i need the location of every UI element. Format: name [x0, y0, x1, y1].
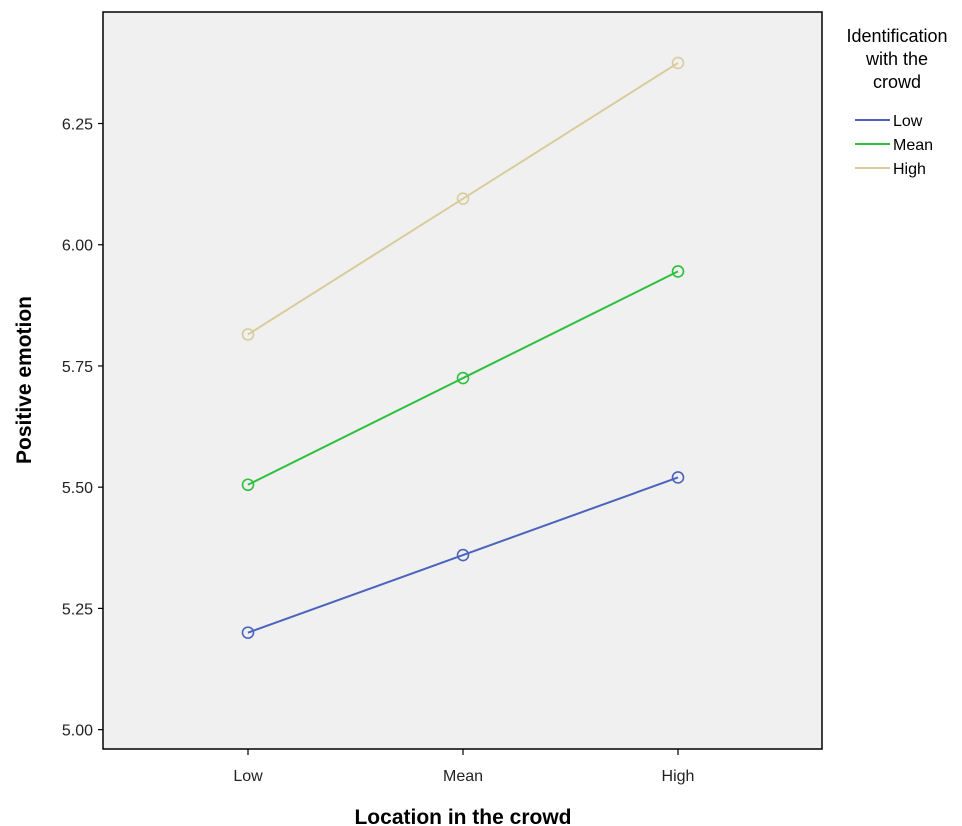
legend-title-line-2: with the — [865, 49, 928, 69]
x-tick-label: Low — [233, 768, 263, 785]
legend: Identification with the crowd Low Mean Hig… — [846, 26, 947, 178]
data-point-high — [456, 192, 470, 205]
y-tick-label: 5.25 — [62, 601, 93, 618]
data-point-high — [671, 56, 685, 70]
legend-label-low: Low — [893, 113, 923, 130]
series-line-mean — [247, 270, 679, 486]
legend-label-high: High — [893, 161, 926, 178]
data-point-mean — [671, 265, 685, 278]
x-tick-label: Mean — [443, 768, 483, 785]
y-tick-label: 5.75 — [62, 359, 93, 376]
series-line-high — [247, 62, 679, 336]
y-tick-label: 5.00 — [62, 723, 93, 740]
data-point-high — [241, 328, 255, 341]
x-axis: Low Mean High — [233, 749, 694, 785]
legend-title-line-3: crowd — [873, 72, 921, 92]
data-point-mean — [456, 371, 470, 385]
series-layer — [241, 56, 685, 639]
x-tick-label: High — [662, 768, 695, 785]
data-point-mean — [241, 478, 255, 492]
data-point-low — [671, 471, 685, 484]
y-tick-label: 6.25 — [62, 117, 93, 134]
series-line-low — [247, 476, 679, 634]
plot-area — [102, 11, 823, 750]
data-point-low — [456, 548, 470, 562]
y-axis-title: Positive emotion — [13, 296, 36, 464]
legend-label-mean: Mean — [893, 137, 933, 154]
data-point-low — [241, 626, 255, 639]
y-axis: 5.00 5.25 5.50 5.75 6.00 6.25 — [62, 117, 103, 740]
y-tick-label: 5.50 — [62, 480, 93, 497]
x-axis-title: Location in the crowd — [354, 806, 571, 826]
y-tick-label: 6.00 — [62, 238, 93, 255]
legend-title-line-1: Identification — [846, 26, 947, 46]
